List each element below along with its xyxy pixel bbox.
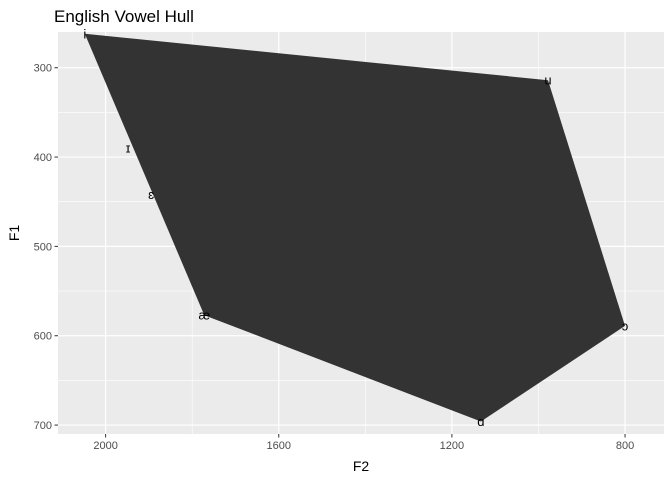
y-tick-label: 700 (34, 420, 52, 432)
x-axis-title: F2 (353, 458, 370, 474)
x-axis: 2000 1600 1200 800 (93, 434, 634, 452)
hull-layer (84, 33, 626, 422)
vowel-label: u (544, 73, 551, 88)
vowel-label: i (83, 26, 86, 41)
x-tick-label: 2000 (93, 440, 117, 452)
y-axis: 300 400 500 600 700 (34, 63, 58, 432)
vowel-label: ɛ (148, 187, 154, 202)
x-tick-label: 1600 (267, 440, 291, 452)
chart-title: English Vowel Hull (54, 7, 194, 26)
vowel-label: æ (199, 308, 211, 323)
vowel-label: ɑ (477, 414, 484, 429)
vowel-labels: i ɪ ɛ æ ɑ ɔ u (83, 26, 628, 429)
y-axis-title: F1 (6, 225, 22, 242)
y-tick-label: 500 (34, 241, 52, 253)
x-tick-label: 1200 (440, 440, 464, 452)
y-tick-label: 400 (34, 152, 52, 164)
vowel-label: ɔ (622, 318, 629, 333)
y-tick-label: 600 (34, 331, 52, 343)
y-tick-label: 300 (34, 63, 52, 75)
x-tick-label: 800 (616, 440, 634, 452)
vowel-hull-polygon (84, 33, 626, 422)
vowel-label: ɪ (126, 141, 131, 156)
